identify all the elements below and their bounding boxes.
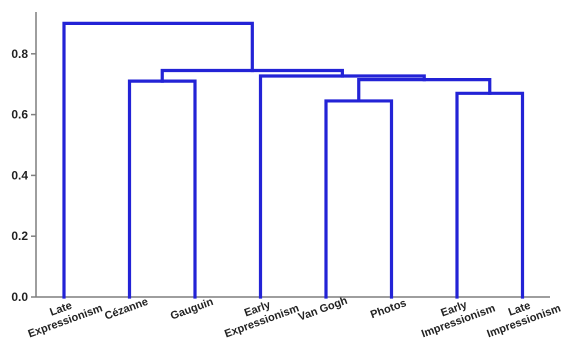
y-tick-label: 0.2	[11, 229, 28, 243]
leaf-label: Van Gogh	[297, 295, 350, 324]
y-tick-label: 0.0	[11, 290, 28, 304]
y-tick-label: 0.8	[11, 47, 28, 61]
y-tick-label: 0.6	[11, 108, 28, 122]
dendrogram-link-1	[324, 99, 394, 299]
dendrogram-link-3	[357, 78, 492, 103]
dendrogram-link-4	[258, 74, 426, 299]
leaf-label: Cézanne	[103, 296, 150, 323]
leaf-label-line: Gauguin	[169, 296, 215, 323]
y-axis: 0.0 0.2 0.4 0.6 0.8	[11, 12, 550, 304]
leaf-label: Gauguin	[169, 296, 215, 323]
leaf-label-line: Cézanne	[103, 296, 150, 323]
leaf-label-line: Van Gogh	[297, 295, 350, 324]
dendrogram-links	[62, 21, 525, 299]
dendrogram-link-0	[127, 79, 197, 299]
leaf-label-line: Photos	[369, 297, 408, 321]
leaf-label: Photos	[369, 297, 408, 321]
dendrogram-link-2	[455, 91, 525, 299]
y-tick-label: 0.4	[11, 168, 28, 182]
dendrogram-link-6	[62, 21, 254, 299]
